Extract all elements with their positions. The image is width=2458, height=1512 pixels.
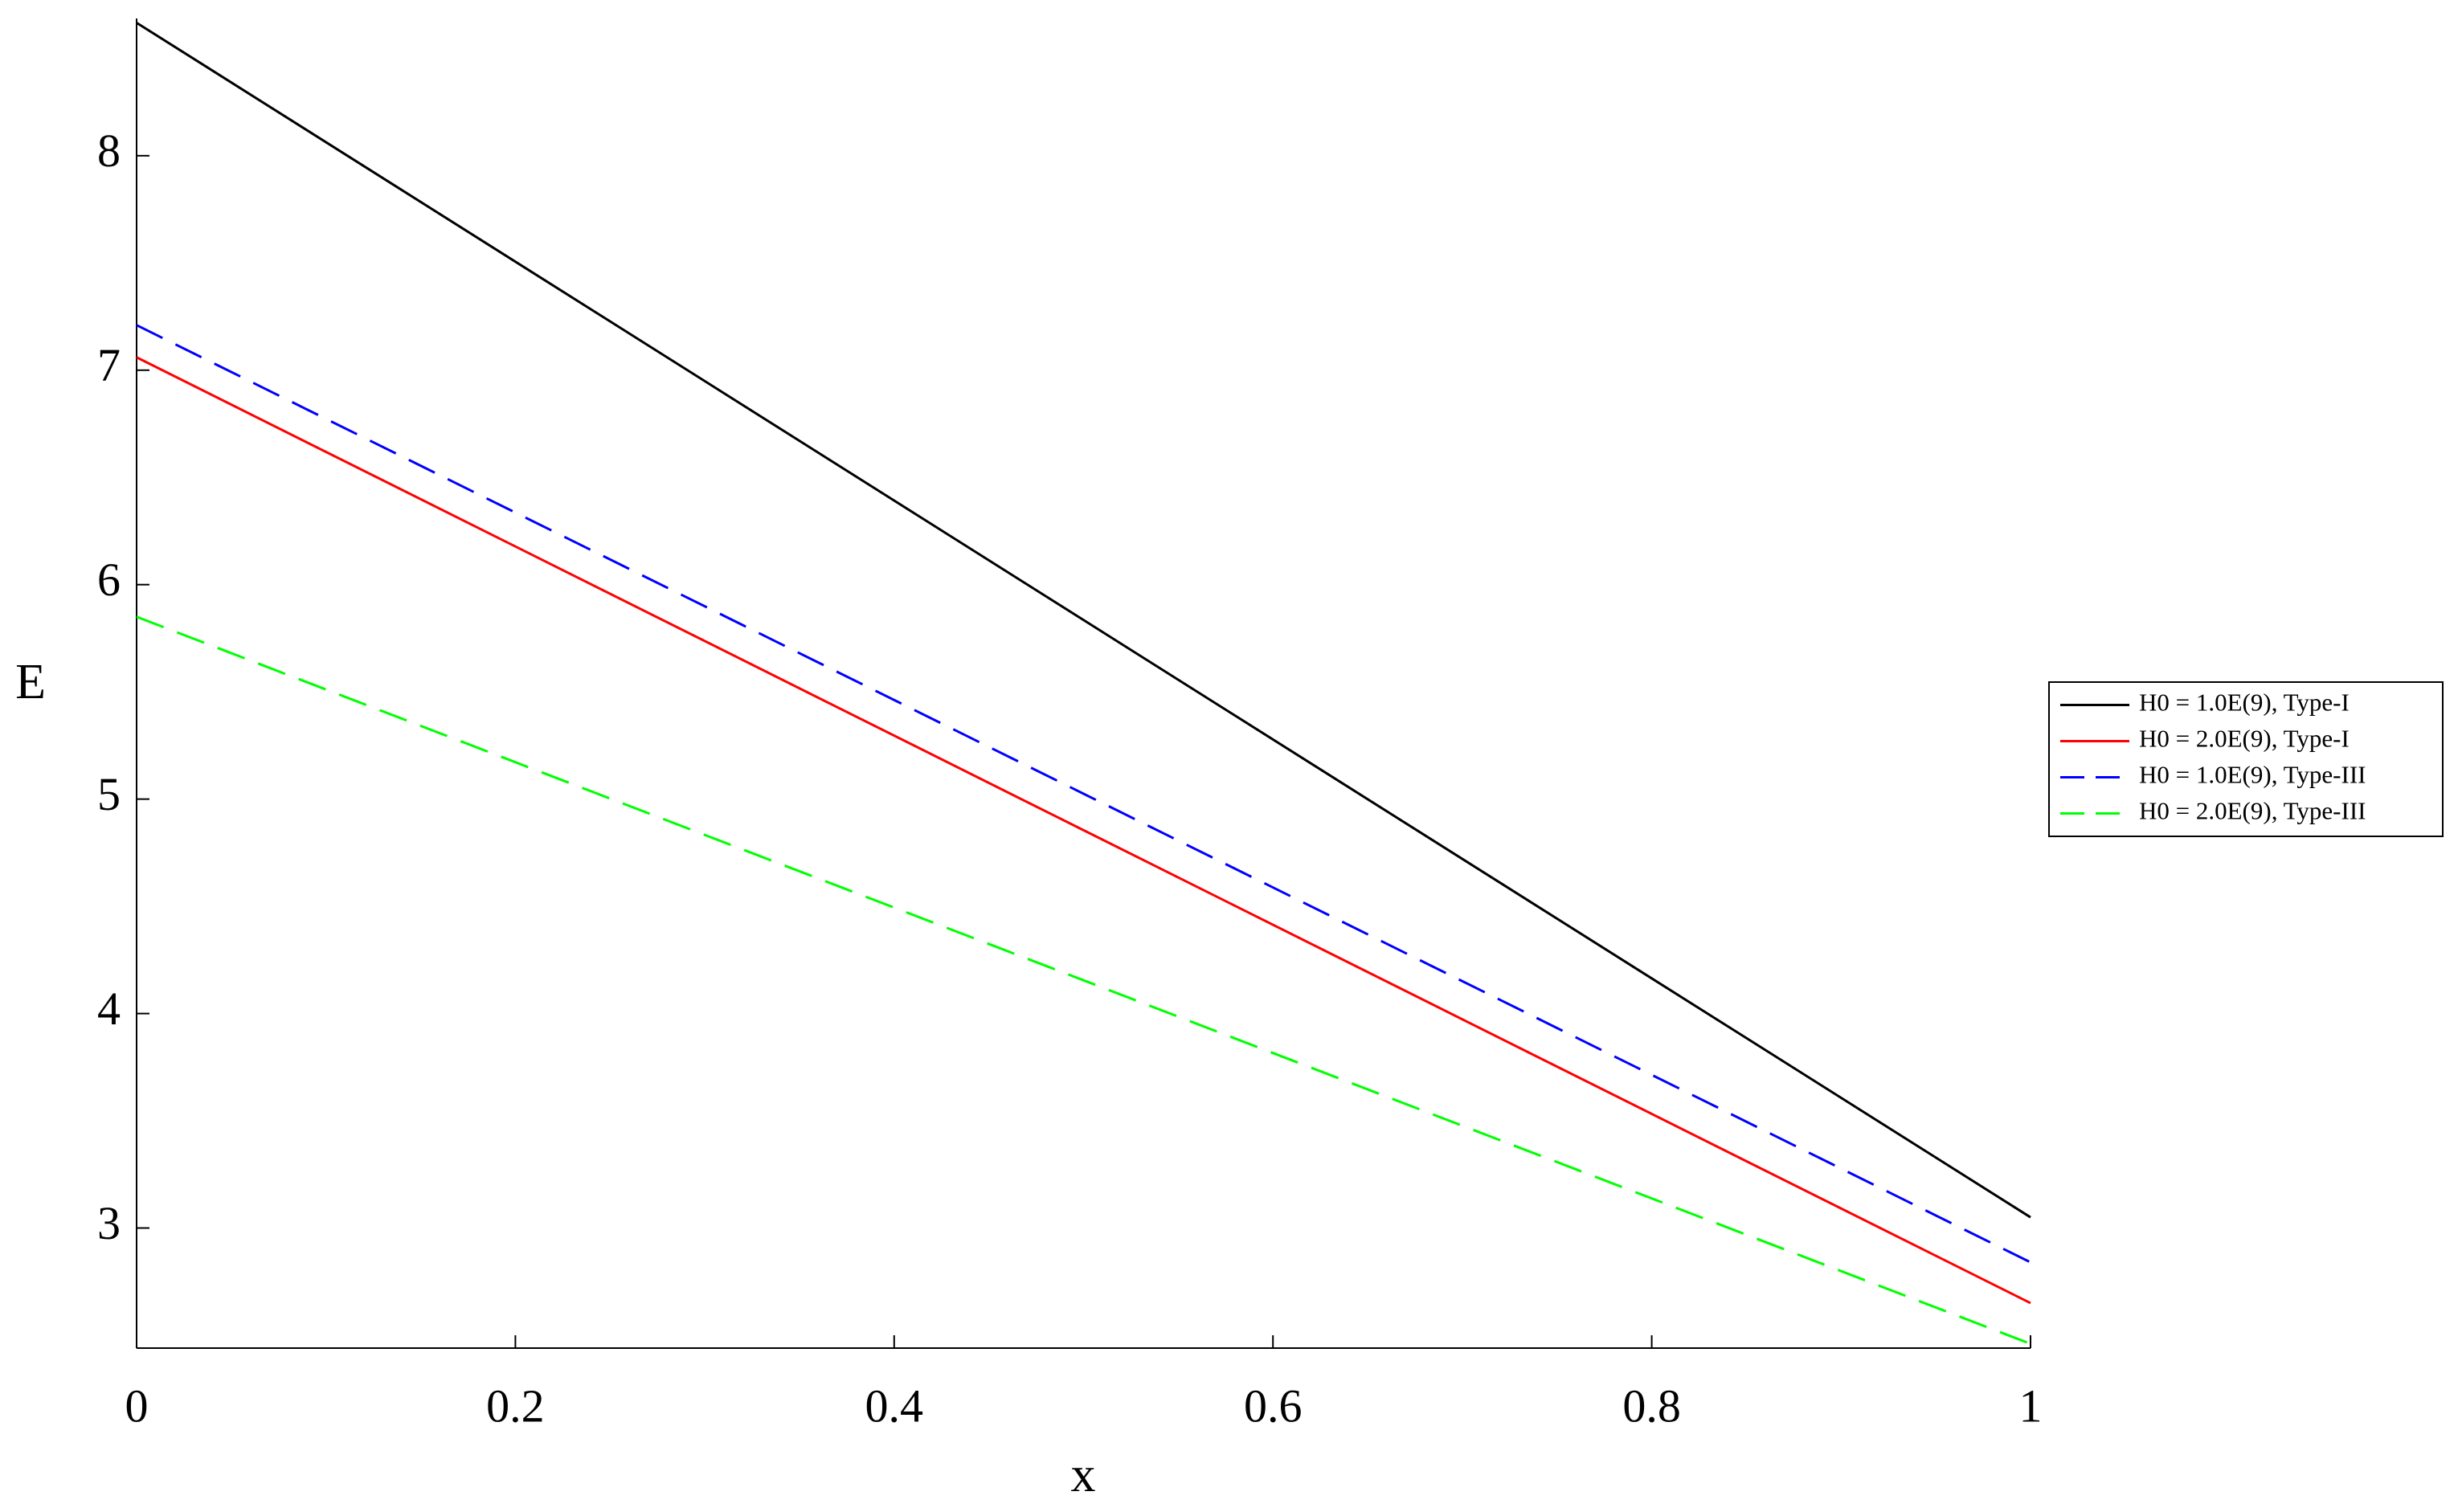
legend-label: H0 = 1.0E(9), Type-I (2139, 689, 2350, 717)
x-tick-label: 0.2 (486, 1379, 545, 1432)
y-tick-label: 3 (97, 1197, 121, 1249)
y-tick-label: 5 (97, 768, 121, 820)
line-series (136, 22, 2031, 1219)
y-tick-label: 7 (97, 339, 121, 391)
line-series (136, 615, 2031, 1346)
line-series (136, 324, 2031, 1264)
y-axis-label: E (15, 655, 46, 709)
legend-label: H0 = 1.0E(9), Type-III (2139, 761, 2366, 789)
y-tick-label: 4 (97, 983, 121, 1035)
x-tick-label: 0 (125, 1379, 149, 1432)
y-tick-label: 6 (97, 554, 121, 606)
legend-label: H0 = 2.0E(9), Type-III (2139, 797, 2366, 825)
y-tick-label: 8 (97, 125, 121, 177)
x-tick-label: 1 (2019, 1379, 2043, 1432)
x-axis-label: x (1071, 1448, 1096, 1502)
x-tick-label: 0.6 (1244, 1379, 1303, 1432)
legend-box (2048, 681, 2444, 837)
x-tick-label: 0.8 (1622, 1379, 1681, 1432)
x-tick-label: 0.4 (865, 1379, 924, 1432)
line-series (136, 356, 2031, 1305)
legend-label: H0 = 2.0E(9), Type-I (2139, 725, 2350, 753)
